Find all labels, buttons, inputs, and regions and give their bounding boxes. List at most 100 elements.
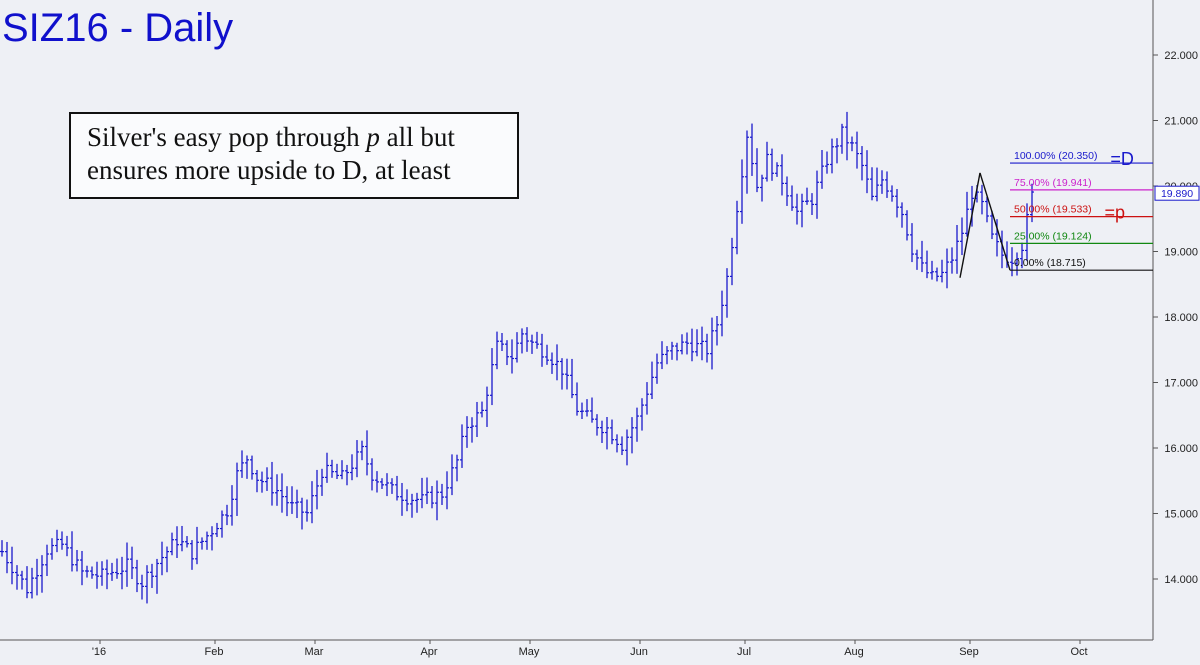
ohlc-bar bbox=[685, 332, 689, 355]
ohlc-bar bbox=[815, 170, 819, 219]
ohlc-bar bbox=[280, 473, 284, 513]
ohlc-bar bbox=[700, 326, 704, 361]
ohlc-bar bbox=[645, 382, 649, 415]
ohlc-bar bbox=[15, 565, 19, 590]
ohlc-bar bbox=[495, 331, 499, 370]
x-tick-label: May bbox=[519, 646, 540, 658]
ohlc-bar bbox=[340, 460, 344, 480]
ohlc-bar bbox=[515, 332, 519, 363]
ohlc-bar bbox=[435, 480, 439, 521]
ohlc-bar bbox=[595, 414, 599, 436]
x-tick-label: Apr bbox=[420, 646, 437, 658]
ohlc-bar bbox=[35, 558, 39, 596]
ohlc-bar bbox=[915, 249, 919, 270]
ohlc-bar bbox=[240, 450, 244, 478]
x-tick-label: '16 bbox=[92, 646, 106, 658]
ohlc-bar bbox=[395, 475, 399, 501]
ohlc-bar bbox=[895, 189, 899, 218]
ohlc-bar bbox=[430, 486, 434, 509]
ohlc-bar bbox=[95, 561, 99, 589]
ohlc-bar bbox=[350, 454, 354, 481]
ohlc-bar bbox=[105, 559, 109, 590]
ohlc-bar bbox=[695, 329, 699, 357]
ohlc-bar bbox=[195, 526, 199, 565]
ohlc-bar bbox=[635, 407, 639, 442]
ohlc-bar bbox=[545, 344, 549, 365]
ohlc-bar bbox=[200, 537, 204, 550]
ohlc-bar bbox=[270, 461, 274, 506]
x-tick-label: Oct bbox=[1070, 646, 1087, 658]
ohlc-bar bbox=[575, 382, 579, 416]
ohlc-bar bbox=[810, 193, 814, 215]
ohlc-bar bbox=[905, 210, 909, 241]
ohlc-bar bbox=[310, 481, 314, 524]
ohlc-bar bbox=[830, 138, 834, 174]
ohlc-bar bbox=[725, 268, 729, 318]
y-tick-label: 18.000 bbox=[1164, 312, 1198, 324]
annotation-text-1b: all but bbox=[379, 122, 455, 152]
last-price-box bbox=[1154, 185, 1200, 201]
ohlc-bar bbox=[220, 510, 224, 538]
ohlc-bar bbox=[1010, 247, 1014, 277]
ohlc-bar bbox=[930, 260, 934, 280]
ohlc-bar bbox=[45, 544, 49, 577]
ohlc-bar bbox=[85, 565, 89, 578]
ohlc-bar bbox=[125, 542, 129, 587]
ohlc-bar bbox=[735, 200, 739, 255]
ohlc-bar bbox=[295, 489, 299, 519]
annotation-text-2: ensures more upside to D, at least bbox=[87, 155, 451, 185]
ohlc-bar bbox=[440, 483, 444, 505]
ohlc-bar bbox=[50, 538, 54, 560]
ohlc-bar bbox=[360, 440, 364, 461]
ohlc-bar bbox=[650, 361, 654, 400]
x-tick-label: Sep bbox=[959, 646, 979, 658]
ohlc-bar bbox=[550, 352, 554, 374]
ohlc-bar bbox=[910, 223, 914, 263]
ohlc-bar bbox=[530, 334, 534, 354]
y-tick-label: 14.000 bbox=[1164, 574, 1198, 586]
ohlc-bar bbox=[705, 333, 709, 363]
x-tick-label: Jul bbox=[737, 646, 751, 658]
ohlc-bar bbox=[0, 540, 4, 557]
ohlc-bar bbox=[605, 416, 609, 450]
ohlc-bar bbox=[1020, 242, 1024, 269]
pattern-leg bbox=[979, 172, 1011, 271]
ohlc-bar bbox=[520, 328, 524, 354]
ohlc-bar bbox=[525, 327, 529, 352]
ohlc-bar bbox=[490, 348, 494, 406]
ohlc-bar bbox=[150, 563, 154, 588]
ohlc-bar bbox=[75, 549, 79, 572]
ohlc-bar bbox=[460, 424, 464, 468]
x-tick-label: Aug bbox=[844, 646, 864, 658]
fib-level-label: 0.00% (18.715) bbox=[1014, 257, 1086, 269]
ohlc-bar bbox=[1015, 252, 1019, 276]
ohlc-bar bbox=[555, 344, 559, 381]
fib-level-tag: =D bbox=[1110, 149, 1134, 169]
ohlc-bar bbox=[980, 184, 984, 215]
ohlc-bar bbox=[145, 565, 149, 604]
ohlc-bar bbox=[835, 138, 839, 164]
ohlc-bar bbox=[660, 341, 664, 370]
ohlc-bar bbox=[580, 402, 584, 420]
ohlc-bar bbox=[750, 123, 754, 176]
fib-level-label: 25.00% (19.124) bbox=[1014, 230, 1092, 242]
ohlc-bar bbox=[10, 546, 14, 585]
ohlc-bar bbox=[795, 193, 799, 225]
ohlc-bar bbox=[170, 532, 174, 556]
ohlc-bar bbox=[60, 531, 64, 550]
ohlc-bar bbox=[680, 334, 684, 355]
ohlc-bar bbox=[800, 193, 804, 228]
annotation-italic-p: p bbox=[366, 122, 380, 152]
annotation-box: Silver's easy pop through p all but ensu… bbox=[69, 112, 519, 199]
ohlc-bar bbox=[415, 492, 419, 513]
ohlc-bar bbox=[70, 531, 74, 572]
ohlc-bar bbox=[845, 111, 849, 161]
ohlc-bar bbox=[710, 317, 714, 370]
ohlc-bar bbox=[180, 525, 184, 552]
ohlc-bar bbox=[205, 531, 209, 550]
ohlc-bar bbox=[215, 522, 219, 538]
ohlc-bar bbox=[760, 174, 764, 202]
ohlc-bar bbox=[820, 150, 824, 189]
ohlc-bar bbox=[330, 459, 334, 478]
